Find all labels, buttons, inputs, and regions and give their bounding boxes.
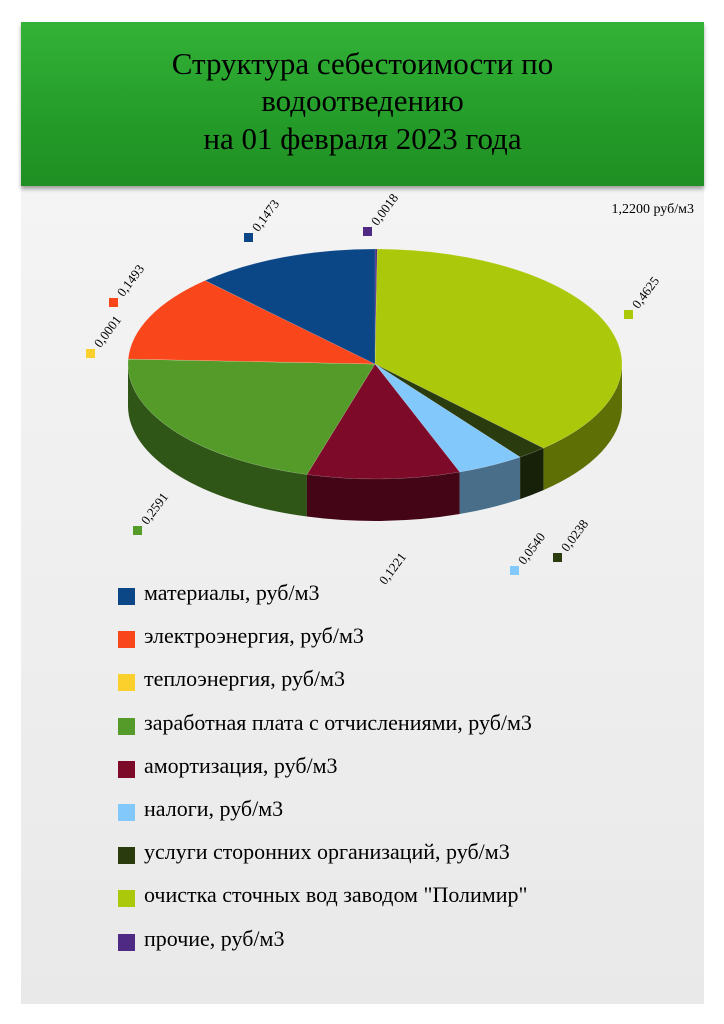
legend-swatch: [118, 760, 135, 778]
legend-label: электроэнергия, руб/м3: [144, 623, 364, 649]
pie-slice: [127, 358, 376, 475]
data-label-text: 0,0238: [558, 517, 591, 555]
data-label-marker: [109, 298, 118, 307]
legend-label: прочие, руб/м3: [144, 925, 285, 951]
legend-swatch: [118, 631, 135, 649]
data-label-text: 0,1493: [114, 262, 147, 300]
chart-title-line-1: Структура себестоимости по: [171, 46, 554, 81]
data-label-marker: [244, 233, 253, 242]
data-label-marker: [510, 566, 519, 575]
pie-slice: [374, 363, 521, 473]
pie-slice: [374, 248, 378, 365]
pie-slice: [204, 248, 376, 365]
data-label: 0,4625: [624, 274, 662, 319]
data-label: 0,0540: [510, 530, 548, 575]
data-label-text: 0,0018: [368, 191, 401, 229]
data-label: 0,0018: [363, 191, 401, 236]
data-label-marker: [624, 310, 633, 319]
pie-slice: [127, 280, 376, 365]
legend-swatch: [118, 717, 135, 735]
legend-label: услуги сторонних организаций, руб/м3: [144, 839, 510, 865]
slice-side: [128, 364, 307, 517]
pie-slice: [374, 248, 623, 449]
chart-title-line-2: водоотведению: [261, 83, 464, 118]
title-banner: Структура себестоимости по водоотведению…: [21, 22, 704, 186]
data-label: 0,0001: [86, 313, 124, 358]
data-label: 0,1473: [244, 197, 282, 242]
slice-side: [306, 472, 460, 521]
legend-swatch: [118, 933, 135, 951]
pie-chart: 0,1473 0,1493 0,0001 0,2591 0,1221 0,0540 0,02…: [86, 191, 662, 586]
pie-slices: [127, 248, 623, 480]
legend-label: материалы, руб/м3: [144, 580, 320, 605]
data-label-text: 0,4625: [629, 274, 662, 312]
total-cost-label: 1,2200 руб/м3: [611, 202, 694, 217]
data-label-text: 0,2591: [138, 490, 171, 528]
data-label: 0,0238: [553, 517, 591, 562]
data-label: 0,1493: [109, 262, 147, 307]
legend-swatch: [118, 588, 135, 605]
legend-swatch: [118, 890, 135, 908]
data-label-text: 0,0001: [91, 313, 124, 351]
legend-swatch: [118, 804, 135, 821]
data-label: 0,2591: [133, 490, 171, 535]
legend-label: заработная плата с отчислениями, руб/м3: [144, 709, 532, 735]
legend-label: очистка сточных вод заводом "Полимир": [144, 882, 528, 908]
data-label-marker: [86, 349, 95, 358]
data-label-marker: [133, 526, 142, 535]
data-label-text: 0,1221: [376, 550, 409, 586]
data-label: 0,1221: [376, 550, 409, 586]
chart-title-line-3: на 01 февраля 2023 года: [203, 121, 522, 156]
legend-label: налоги, руб/м3: [144, 796, 284, 821]
slice-side: [520, 448, 544, 500]
pie-sides: [128, 364, 622, 521]
pie-slice: [306, 363, 461, 480]
legend-label: теплоэнергия, руб/м3: [144, 666, 345, 692]
slice-side: [459, 457, 521, 515]
legend-swatch: [118, 847, 135, 865]
data-label-marker: [553, 553, 562, 562]
data-label-text: 0,0540: [515, 530, 548, 568]
data-label-text: 0,1473: [249, 197, 282, 235]
slice-side: [543, 364, 622, 491]
pie-slice: [374, 363, 545, 458]
legend-label: амортизация, руб/м3: [144, 752, 338, 778]
pie-slice: [127, 358, 376, 365]
data-label-marker: [363, 227, 372, 236]
legend-swatch: [118, 674, 135, 692]
